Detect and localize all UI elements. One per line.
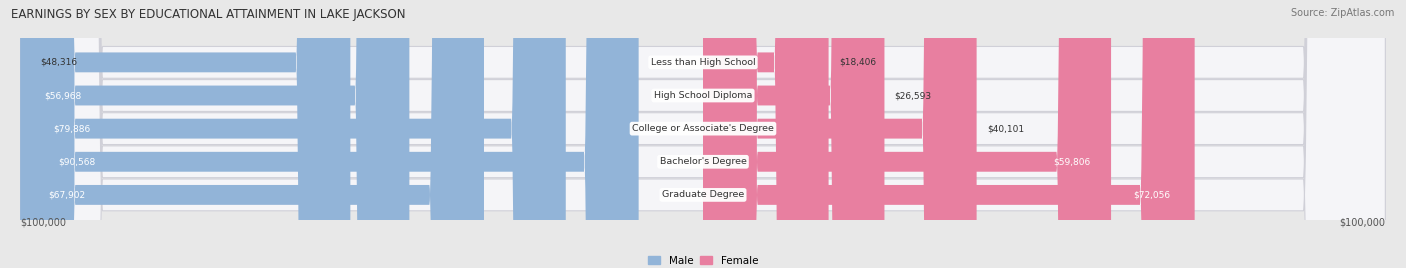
FancyBboxPatch shape: [21, 0, 1385, 268]
FancyBboxPatch shape: [21, 0, 350, 268]
Text: $100,000: $100,000: [21, 217, 66, 228]
Legend: Male, Female: Male, Female: [648, 256, 758, 266]
Text: $90,568: $90,568: [58, 157, 96, 166]
FancyBboxPatch shape: [21, 0, 484, 268]
Text: $72,056: $72,056: [1133, 190, 1170, 199]
Text: $56,968: $56,968: [44, 91, 82, 100]
Text: College or Associate's Degree: College or Associate's Degree: [633, 124, 773, 133]
Text: Less than High School: Less than High School: [651, 58, 755, 67]
Text: $26,593: $26,593: [894, 91, 932, 100]
FancyBboxPatch shape: [703, 0, 977, 268]
Text: $100,000: $100,000: [1340, 217, 1385, 228]
Text: $18,406: $18,406: [839, 58, 876, 67]
Text: $48,316: $48,316: [41, 58, 77, 67]
Text: $59,806: $59,806: [1053, 157, 1091, 166]
Text: Bachelor's Degree: Bachelor's Degree: [659, 157, 747, 166]
FancyBboxPatch shape: [21, 0, 1385, 268]
FancyBboxPatch shape: [21, 0, 1385, 268]
FancyBboxPatch shape: [21, 0, 1385, 268]
Text: Source: ZipAtlas.com: Source: ZipAtlas.com: [1291, 8, 1395, 18]
Text: Graduate Degree: Graduate Degree: [662, 190, 744, 199]
FancyBboxPatch shape: [703, 0, 1195, 268]
FancyBboxPatch shape: [703, 0, 828, 268]
Text: EARNINGS BY SEX BY EDUCATIONAL ATTAINMENT IN LAKE JACKSON: EARNINGS BY SEX BY EDUCATIONAL ATTAINMEN…: [11, 8, 406, 21]
FancyBboxPatch shape: [21, 0, 638, 268]
FancyBboxPatch shape: [21, 0, 565, 268]
FancyBboxPatch shape: [21, 0, 1385, 268]
Text: $79,886: $79,886: [53, 124, 90, 133]
Text: High School Diploma: High School Diploma: [654, 91, 752, 100]
FancyBboxPatch shape: [703, 0, 884, 268]
FancyBboxPatch shape: [703, 0, 1111, 268]
FancyBboxPatch shape: [21, 0, 409, 268]
Text: $67,902: $67,902: [48, 190, 86, 199]
Text: $40,101: $40,101: [987, 124, 1024, 133]
